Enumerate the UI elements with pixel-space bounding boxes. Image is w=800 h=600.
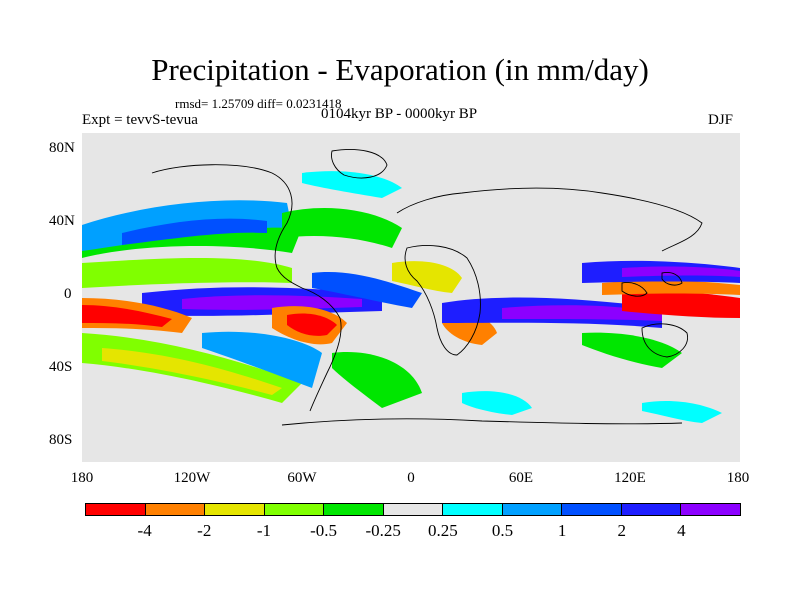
coastlines: [151, 149, 703, 426]
lon-tick-180w: 180: [70, 470, 94, 486]
pe-field-map: [82, 133, 740, 462]
lon-tick-120w: 120W: [173, 470, 211, 486]
colorbar-swatch: [383, 504, 444, 515]
lat-tick-40n: 40N: [49, 213, 75, 229]
colorbar-swatch: [681, 504, 741, 515]
pe-contours: [82, 171, 740, 423]
stats-text: rmsd= 1.25709 diff= 0.0231418: [175, 96, 342, 111]
colorbar-swatch: [502, 504, 563, 515]
lat-tick-0: 0: [64, 286, 72, 302]
lat-tick-80s: 80S: [49, 432, 73, 448]
colorbar-swatch: [86, 504, 146, 515]
lon-tick-180e: 180: [726, 470, 750, 486]
colorbar-swatch: [443, 504, 503, 515]
colorbar-label: 2: [617, 521, 626, 540]
lon-tick-0: 0: [407, 470, 415, 486]
season-label: DJF: [708, 112, 734, 128]
colorbar-swatch: [562, 504, 622, 515]
map-panel: [82, 133, 740, 462]
lon-tick-120e: 120E: [614, 470, 646, 486]
colorbar-label: 4: [677, 521, 686, 540]
colorbar-label: 0.25: [427, 521, 458, 540]
colorbar-label: -2: [197, 521, 212, 540]
colorbar-swatch: [145, 504, 206, 515]
lat-tick-80n: 80N: [49, 140, 75, 156]
colorbar-label: -0.5: [310, 521, 337, 540]
colorbar-label: -4: [137, 521, 152, 540]
colorbar-swatch: [324, 504, 384, 515]
colorbar-label: -0.25: [365, 521, 401, 540]
colorbar: [85, 503, 741, 516]
colorbar-swatch: [621, 504, 682, 515]
lat-tick-40s: 40S: [49, 359, 73, 375]
experiment-label: Expt = tevvS-tevua: [82, 112, 198, 128]
period-label: 0104kyr BP - 0000kyr BP: [321, 106, 478, 122]
colorbar-label: -1: [256, 521, 271, 540]
colorbar-swatch: [205, 504, 265, 515]
lon-tick-60e: 60E: [508, 470, 534, 486]
colorbar-label: 0.5: [491, 521, 514, 540]
colorbar-label: 1: [557, 521, 567, 540]
chart-title: Precipitation - Evaporation (in mm/day): [151, 52, 649, 87]
lon-tick-60w: 60W: [287, 470, 317, 486]
colorbar-swatch: [264, 504, 325, 515]
